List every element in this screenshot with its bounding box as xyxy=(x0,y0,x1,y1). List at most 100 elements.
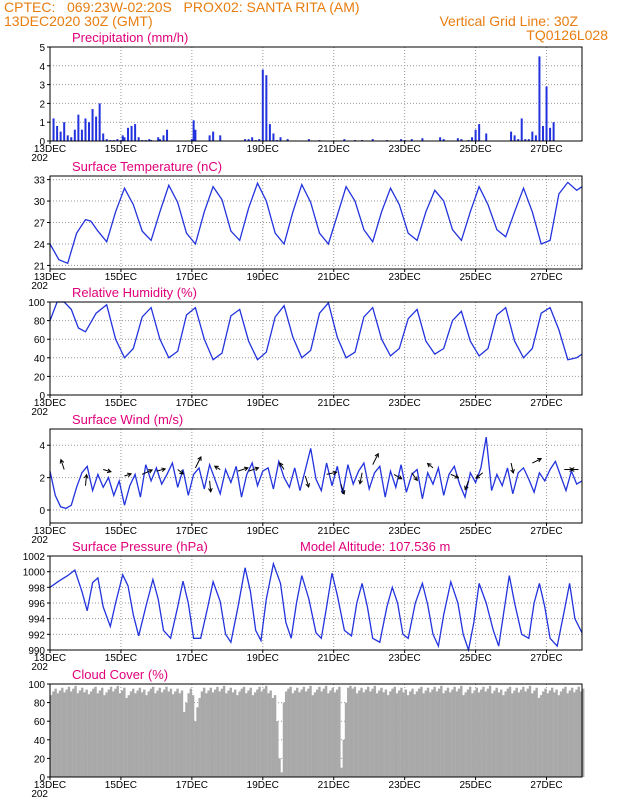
wind-arrowhead xyxy=(208,487,213,493)
precipitation-xtick-label: 27DEC xyxy=(530,144,562,155)
temperature-xtick-label: 21DEC xyxy=(318,272,350,283)
cloud-bar xyxy=(371,688,374,777)
cloud-bar xyxy=(154,693,157,777)
cloud-bar xyxy=(486,688,490,777)
cloud-bar xyxy=(253,692,257,777)
precipitation-bar xyxy=(91,109,94,141)
wind-arrowhead xyxy=(332,470,338,476)
precipitation-bar xyxy=(208,135,211,141)
cloud-bar xyxy=(289,686,292,777)
cloud-bar xyxy=(344,702,348,777)
cloud-bar xyxy=(564,686,567,777)
precipitation-bar xyxy=(137,137,140,141)
precipitation-bar xyxy=(510,131,513,141)
cloud-bar xyxy=(568,690,572,777)
cloud-bar xyxy=(262,688,266,777)
wind-ytick-label: 4 xyxy=(39,441,45,452)
wind-arrow xyxy=(304,475,310,488)
cloud-bar xyxy=(444,690,447,777)
cloud-bar xyxy=(94,686,97,777)
wind-arrow xyxy=(372,453,379,465)
cloud-bar xyxy=(156,690,159,777)
cloud-bar xyxy=(114,688,117,777)
cloud-bar xyxy=(484,691,487,777)
precipitation-bar xyxy=(400,139,403,141)
header-location: CPTEC: 069:23W-02:20S PROX02: SANTA RITA… xyxy=(4,0,360,15)
cloud-bar xyxy=(260,691,263,777)
precipitation-bar xyxy=(63,122,66,141)
cloud-bar xyxy=(167,691,170,777)
cloud-bar xyxy=(393,686,396,777)
precipitation-bar xyxy=(95,116,98,141)
cloud-bar xyxy=(395,693,399,777)
precipitation-bar xyxy=(474,129,477,141)
cloud-bar xyxy=(468,686,472,777)
cloud-bar xyxy=(378,690,381,777)
cloud-bar xyxy=(125,697,128,777)
cloud-ytick-label: 40 xyxy=(34,736,46,747)
cloud-bar xyxy=(247,690,250,777)
cloud-bar xyxy=(502,695,505,777)
precipitation-bar xyxy=(541,125,544,141)
cloud-bar xyxy=(271,697,275,777)
temperature-line xyxy=(49,181,583,265)
cloud-bar xyxy=(466,689,470,777)
cloud-bar xyxy=(579,691,583,777)
cloud-bar xyxy=(89,691,93,777)
cloud-bar xyxy=(302,686,306,777)
cloud-bar xyxy=(211,692,215,777)
wind-xtick-label: 23DEC xyxy=(389,526,421,537)
cloud-bar xyxy=(249,687,252,777)
cloud-bar xyxy=(335,689,339,777)
cloud-bar xyxy=(482,686,485,777)
wind-xtick-label: 13DEC xyxy=(34,526,66,537)
precipitation-bar xyxy=(549,127,552,141)
precipitation-bar xyxy=(102,133,105,141)
humidity-frame xyxy=(49,301,583,396)
wind-arrow xyxy=(142,469,153,475)
temperature-ytick-label: 27 xyxy=(34,219,46,230)
cloud-bar xyxy=(54,688,57,777)
cloud-bar xyxy=(531,693,534,777)
wind-arrowhead xyxy=(374,452,379,458)
cloud-xtick-label: 13DEC xyxy=(34,780,66,791)
cloud-bar xyxy=(176,688,179,777)
cloud-bar xyxy=(116,685,119,777)
cloud-bar xyxy=(318,686,321,777)
humidity-line xyxy=(49,301,583,361)
humidity-year-label: 202 xyxy=(31,407,48,418)
wind-arrow xyxy=(237,467,249,472)
humidity-xtick-label: 23DEC xyxy=(389,398,421,409)
cloud-bar xyxy=(191,695,195,777)
cloud-bar xyxy=(207,690,210,777)
precipitation-bar xyxy=(56,125,59,141)
pressure-xtick-label: 15DEC xyxy=(105,653,137,664)
cloud-ytick-label: 20 xyxy=(34,754,46,765)
cloud-bar xyxy=(411,688,414,777)
wind-arrowhead xyxy=(510,468,515,474)
cloud-bar xyxy=(429,692,432,777)
cloud-bar xyxy=(132,688,135,777)
wind-arrowhead xyxy=(569,467,575,472)
cloud-bar xyxy=(112,691,115,777)
cloud-bar xyxy=(533,690,536,777)
cloud-bar xyxy=(553,692,556,777)
cloud-bar xyxy=(69,691,73,777)
humidity-title: Relative Humidity (%) xyxy=(72,285,197,300)
pressure-line xyxy=(49,561,583,653)
cloud-bar xyxy=(322,688,326,777)
temperature-xtick-label: 15DEC xyxy=(105,272,137,283)
cloud-bar xyxy=(205,693,208,777)
cloud-bar xyxy=(451,689,454,777)
wind-arrow xyxy=(510,462,514,474)
temperature-year-label: 202 xyxy=(31,281,48,292)
cloud-bar xyxy=(398,690,401,777)
cloud-bar xyxy=(225,693,228,777)
precipitation-bar xyxy=(268,124,271,141)
precipitation-bar xyxy=(98,103,101,141)
wind-arrow xyxy=(393,473,402,480)
wind-arrow xyxy=(177,469,184,475)
cloud-bar xyxy=(413,694,416,777)
precipitation-bar xyxy=(545,86,548,141)
